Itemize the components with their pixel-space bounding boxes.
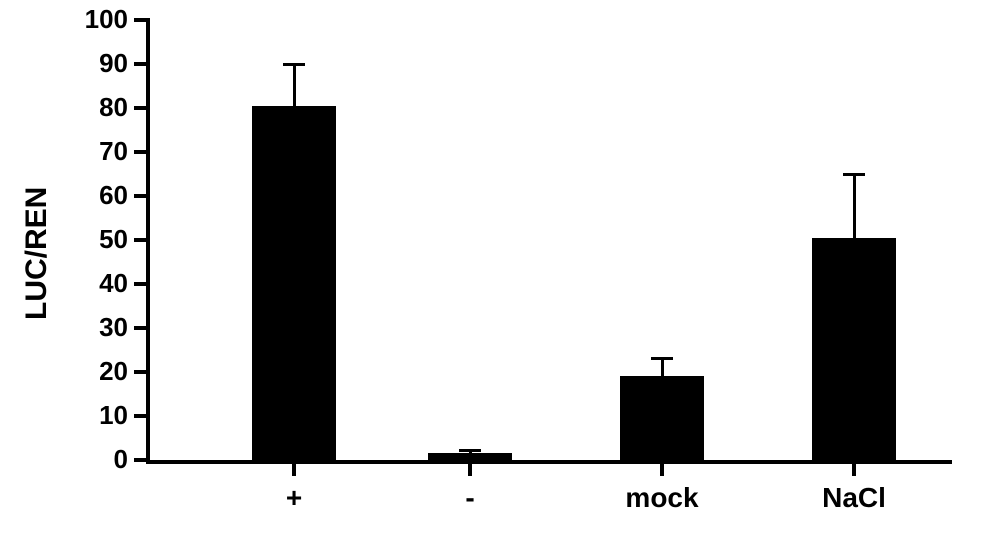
y-tick (134, 370, 146, 374)
x-tick (852, 464, 856, 476)
x-tick-label: NaCl (774, 482, 934, 514)
y-tick (134, 106, 146, 110)
y-tick-label: 50 (58, 224, 128, 255)
x-tick-label: - (390, 482, 550, 514)
y-tick-label: 70 (58, 136, 128, 167)
x-tick-label: mock (582, 482, 742, 514)
y-tick-label: 20 (58, 356, 128, 387)
error-cap (843, 173, 865, 176)
y-tick-label: 100 (58, 4, 128, 35)
bar (812, 238, 896, 460)
y-tick-label: 80 (58, 92, 128, 123)
y-tick (134, 150, 146, 154)
error-bar (661, 359, 664, 377)
y-tick (134, 18, 146, 22)
x-tick (292, 464, 296, 476)
error-bar (293, 64, 296, 106)
y-axis-label: LUC/REN (20, 187, 54, 320)
bar (252, 106, 336, 460)
y-tick (134, 194, 146, 198)
x-axis (146, 460, 952, 464)
y-tick (134, 458, 146, 462)
y-tick (134, 326, 146, 330)
y-tick (134, 62, 146, 66)
y-tick-label: 10 (58, 400, 128, 431)
y-tick-label: 0 (58, 444, 128, 475)
error-cap (459, 449, 481, 452)
y-tick (134, 238, 146, 242)
y-tick-label: 60 (58, 180, 128, 211)
y-axis (146, 18, 150, 464)
error-bar (853, 174, 856, 238)
bar (428, 453, 512, 460)
x-tick-label: + (214, 482, 374, 514)
y-tick-label: 40 (58, 268, 128, 299)
x-tick (468, 464, 472, 476)
error-cap (651, 357, 673, 360)
x-tick (660, 464, 664, 476)
y-tick (134, 282, 146, 286)
y-tick-label: 90 (58, 48, 128, 79)
bar-chart-figure: LUC/REN 0 10 20 30 40 50 60 70 80 90 100 +-mock NaCl (0, 0, 1000, 546)
y-tick (134, 414, 146, 418)
y-tick-label: 30 (58, 312, 128, 343)
error-cap (283, 63, 305, 66)
bar (620, 376, 704, 460)
